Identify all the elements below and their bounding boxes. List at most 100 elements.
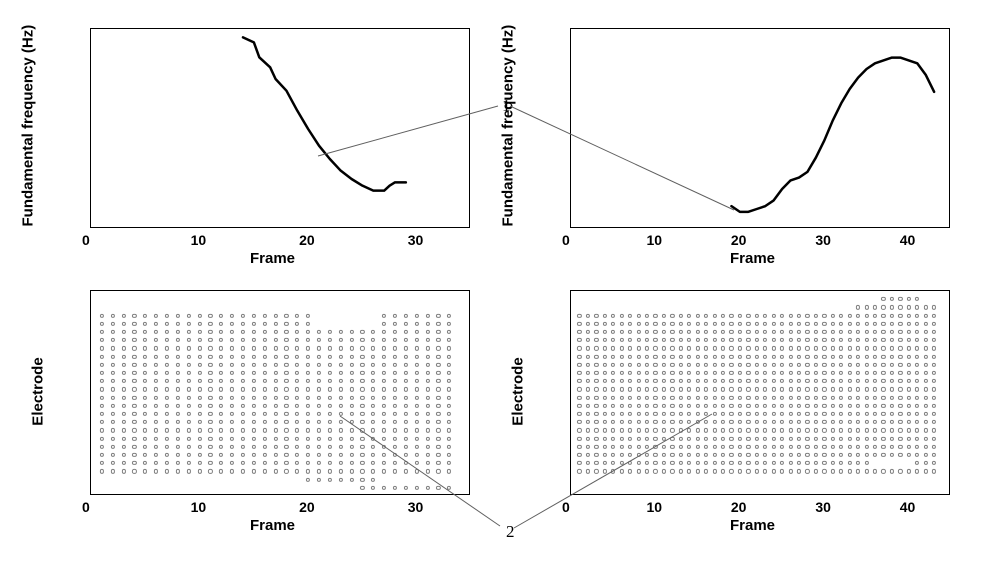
electrode-marker [121, 461, 125, 465]
electrode-marker [788, 330, 792, 334]
electrode-marker [371, 371, 375, 375]
electrode-marker [670, 469, 674, 473]
electrode-marker [839, 330, 843, 334]
electrode-marker [628, 404, 632, 408]
electrode-marker [881, 469, 885, 473]
electrode-marker [729, 346, 733, 350]
electrode-marker [208, 387, 212, 391]
electrode-marker [915, 371, 919, 375]
electrode-marker [805, 428, 809, 432]
ylabel-bottom-right: Electrode [510, 291, 527, 491]
electrode-marker [907, 404, 911, 408]
electrode-marker [839, 363, 843, 367]
electrode-marker [881, 338, 885, 342]
electrode-marker [704, 363, 708, 367]
electrode-marker [143, 396, 147, 400]
electrode-marker [704, 461, 708, 465]
xtick-label: 40 [900, 232, 916, 248]
electrode-marker [306, 330, 310, 334]
electrode-marker [755, 314, 759, 318]
electrode-marker [586, 338, 590, 342]
electrode-marker [284, 387, 288, 391]
electrode-marker [263, 469, 267, 473]
electrode-marker [907, 338, 911, 342]
electrode-marker [284, 420, 288, 424]
electrode-marker [797, 330, 801, 334]
electrode-marker [772, 445, 776, 449]
electrode-marker [382, 346, 386, 350]
electrode-marker [620, 445, 624, 449]
electrode-marker [273, 453, 277, 457]
electrode-marker [577, 338, 581, 342]
electrode-marker [328, 396, 332, 400]
electrode-marker [143, 363, 147, 367]
electrode-marker [856, 371, 860, 375]
electrode-marker [208, 338, 212, 342]
electrode-marker [425, 330, 429, 334]
electrode-marker [187, 387, 191, 391]
electrode-marker [907, 330, 911, 334]
electrode-marker [436, 428, 440, 432]
electrode-marker [317, 379, 321, 383]
electrode-marker [831, 314, 835, 318]
electrode-marker [721, 420, 725, 424]
electrode-marker [295, 437, 299, 441]
electrode-marker [696, 461, 700, 465]
electrode-marker [176, 346, 180, 350]
electrode-marker [197, 412, 201, 416]
electrode-marker [415, 469, 419, 473]
electrode-marker [679, 412, 683, 416]
electrode-marker [100, 346, 104, 350]
electrode-marker [176, 338, 180, 342]
electrode-marker [915, 297, 919, 301]
electrode-marker [915, 305, 919, 309]
electrode-marker [154, 461, 158, 465]
electrode-marker [197, 379, 201, 383]
electrode-marker [594, 322, 598, 326]
electrode-marker [881, 428, 885, 432]
electrode-marker [100, 379, 104, 383]
electrode-marker [594, 428, 598, 432]
electrode-marker [645, 445, 649, 449]
electrode-marker [393, 363, 397, 367]
electrode-marker [797, 412, 801, 416]
electrode-marker [788, 445, 792, 449]
electrode-marker [230, 445, 234, 449]
electrode-marker [586, 387, 590, 391]
electrode-marker [746, 355, 750, 359]
electrode-marker [738, 404, 742, 408]
electrode-marker [415, 371, 419, 375]
electrode-marker [306, 346, 310, 350]
electrode-marker [898, 412, 902, 416]
electrode-marker [371, 469, 375, 473]
electrode-marker [295, 371, 299, 375]
electrode-marker [371, 330, 375, 334]
electrode-marker [273, 469, 277, 473]
electrode-marker [696, 314, 700, 318]
electrode-marker [241, 428, 245, 432]
electrode-marker [839, 420, 843, 424]
electrode-marker [187, 428, 191, 432]
electrode-marker [772, 314, 776, 318]
electrode-marker [890, 305, 894, 309]
electrode-marker [780, 437, 784, 441]
electrode-marker [594, 445, 598, 449]
electrode-marker [121, 379, 125, 383]
electrode-marker [577, 469, 581, 473]
electrode-marker [603, 330, 607, 334]
electrode-marker [662, 445, 666, 449]
electrode-marker [132, 404, 136, 408]
electrode-marker [755, 461, 759, 465]
electrode-marker [873, 404, 877, 408]
electrode-marker [839, 396, 843, 400]
electrode-marker [219, 355, 223, 359]
electrode-marker [415, 428, 419, 432]
electrode-marker [763, 379, 767, 383]
electrode-marker [263, 379, 267, 383]
electrode-marker [839, 338, 843, 342]
electrode-marker [339, 428, 343, 432]
electrode-marker [822, 396, 826, 400]
electrode-marker [447, 469, 451, 473]
electrode-marker [738, 469, 742, 473]
electrode-marker [797, 437, 801, 441]
